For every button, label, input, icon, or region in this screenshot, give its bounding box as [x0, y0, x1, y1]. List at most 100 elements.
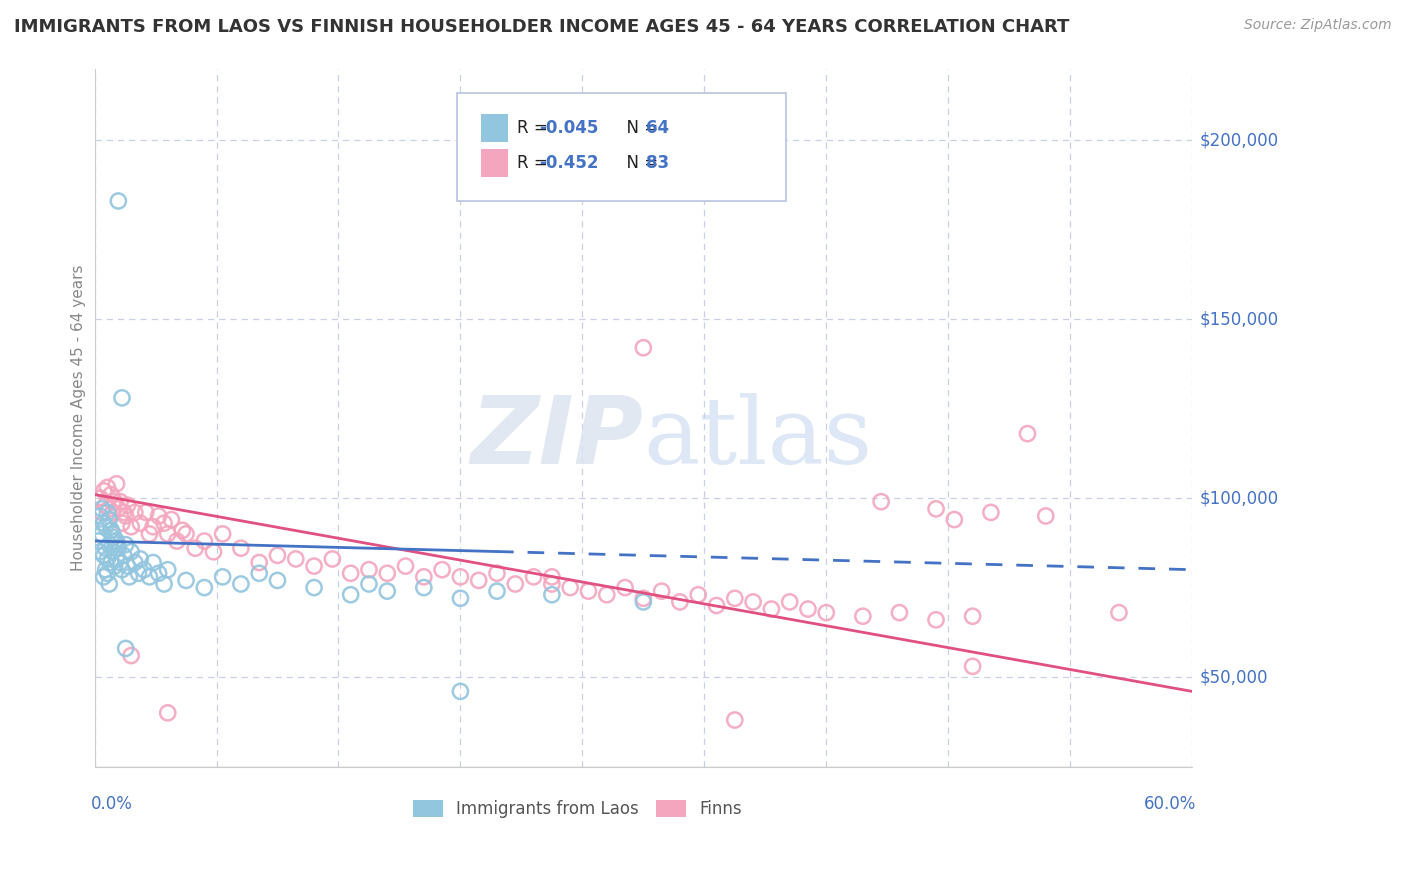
Point [112, 505, 135, 519]
Legend: Immigrants from Laos, Finns: Immigrants from Laos, Finns [406, 793, 748, 824]
Point [101, 527, 124, 541]
Point [94, 541, 117, 556]
Point [101, 545, 124, 559]
Point [669, 595, 692, 609]
Point [96, 552, 118, 566]
Point [94, 563, 117, 577]
Text: R =: R = [517, 153, 553, 172]
Text: 83: 83 [645, 153, 669, 172]
Point [100, 487, 122, 501]
Point [101, 505, 124, 519]
Text: ZIP: ZIP [471, 392, 644, 484]
Point [135, 505, 157, 519]
Point [614, 581, 637, 595]
Text: R =: R = [517, 119, 553, 136]
Point [761, 602, 783, 616]
Point [339, 566, 361, 581]
Point [449, 591, 471, 606]
Point [779, 595, 801, 609]
Point [229, 577, 252, 591]
Point [229, 541, 252, 556]
Point [172, 524, 194, 538]
Point [706, 599, 728, 613]
Point [104, 534, 127, 549]
Text: -0.452: -0.452 [538, 153, 599, 172]
Point [114, 641, 136, 656]
Point [156, 563, 179, 577]
Point [247, 566, 270, 581]
Point [87, 534, 110, 549]
Text: -0.045: -0.045 [538, 119, 599, 136]
Point [505, 577, 527, 591]
Point [104, 559, 127, 574]
Point [541, 588, 564, 602]
Point [118, 570, 141, 584]
Point [193, 534, 215, 549]
Point [211, 527, 233, 541]
Point [156, 706, 179, 720]
Point [394, 559, 416, 574]
Point [467, 574, 489, 588]
Point [107, 541, 129, 556]
Point [98, 538, 121, 552]
Point [870, 494, 893, 508]
Point [142, 556, 165, 570]
Point [120, 545, 142, 559]
Point [90, 505, 112, 519]
Point [101, 531, 124, 545]
Point [112, 549, 135, 563]
Point [266, 574, 288, 588]
Point [633, 591, 655, 606]
Point [89, 508, 111, 523]
Text: Source: ZipAtlas.com: Source: ZipAtlas.com [1244, 18, 1392, 32]
Point [724, 591, 747, 606]
Point [202, 545, 225, 559]
Point [120, 648, 142, 663]
Point [541, 570, 564, 584]
Point [578, 584, 600, 599]
Point [412, 581, 434, 595]
Point [142, 519, 165, 533]
Point [688, 588, 710, 602]
Text: N =: N = [616, 119, 664, 136]
Point [889, 606, 911, 620]
Point [94, 498, 117, 512]
Point [93, 516, 115, 530]
Point [98, 512, 121, 526]
Point [138, 527, 160, 541]
Point [105, 476, 128, 491]
Point [148, 508, 170, 523]
Point [111, 563, 134, 577]
Point [98, 577, 121, 591]
Point [89, 491, 111, 505]
Point [98, 501, 121, 516]
Point [90, 501, 112, 516]
Point [111, 516, 134, 530]
Point [339, 588, 361, 602]
Point [96, 480, 118, 494]
Point [96, 505, 118, 519]
Point [96, 566, 118, 581]
Point [166, 534, 188, 549]
Point [633, 341, 655, 355]
Point [129, 552, 152, 566]
Text: 0.0%: 0.0% [91, 795, 132, 814]
Point [541, 577, 564, 591]
Bar [481, 114, 509, 142]
Point [449, 684, 471, 698]
Point [596, 588, 619, 602]
Point [211, 570, 233, 584]
Point [93, 549, 115, 563]
Y-axis label: Householder Income Ages 45 - 64 years: Householder Income Ages 45 - 64 years [72, 264, 86, 571]
Point [129, 516, 152, 530]
Point [127, 566, 149, 581]
Point [93, 570, 115, 584]
Point [111, 391, 134, 405]
Text: IMMIGRANTS FROM LAOS VS FINNISH HOUSEHOLDER INCOME AGES 45 - 64 YEARS CORRELATIO: IMMIGRANTS FROM LAOS VS FINNISH HOUSEHOL… [14, 18, 1070, 36]
Point [724, 713, 747, 727]
Text: atlas: atlas [644, 393, 873, 483]
Point [160, 512, 183, 526]
Point [90, 527, 112, 541]
Point [108, 494, 131, 508]
Point [174, 527, 197, 541]
